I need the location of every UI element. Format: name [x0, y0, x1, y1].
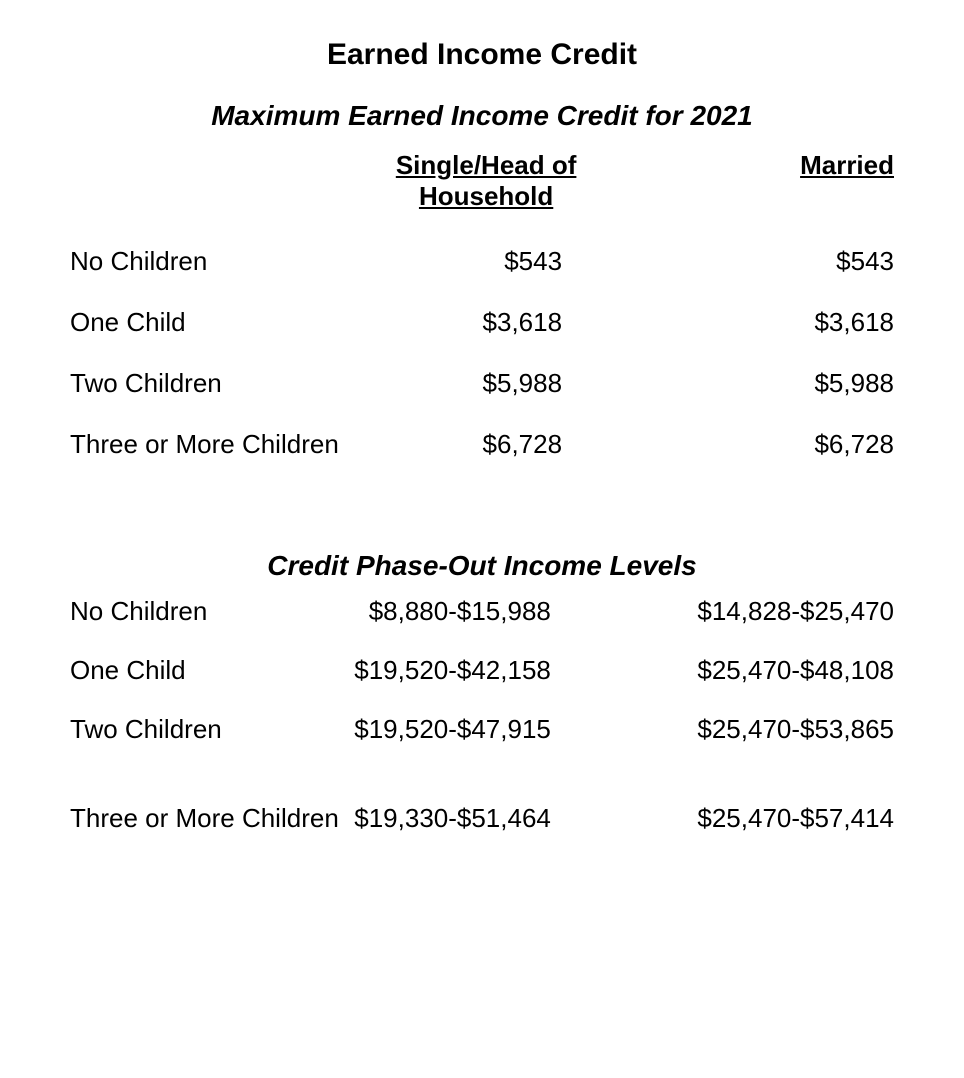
row-label: One Child	[70, 307, 350, 368]
row-label: Three or More Children	[70, 429, 350, 490]
table-row: Three or More Children $19,330-$51,464 $…	[70, 773, 894, 862]
table-row: Two Children $5,988 $5,988	[70, 368, 894, 429]
cell-single: $5,988	[350, 368, 622, 429]
max-credit-table: Single/Head of Household Married No Chil…	[70, 150, 894, 490]
row-label: One Child	[70, 655, 350, 714]
cell-married: $6,728	[622, 429, 894, 490]
cell-single: $543	[350, 246, 622, 307]
row-label: Three or More Children	[70, 773, 350, 862]
table-header-single: Single/Head of Household	[350, 150, 622, 246]
subtitle-phase-out: Credit Phase-Out Income Levels	[70, 550, 894, 582]
cell-married: $25,470-$57,414	[581, 773, 894, 862]
cell-single: $3,618	[350, 307, 622, 368]
cell-single: $8,880-$15,988	[350, 596, 581, 655]
table-row: Three or More Children $6,728 $6,728	[70, 429, 894, 490]
cell-single: $19,520-$47,915	[350, 714, 581, 773]
cell-married: $25,470-$53,865	[581, 714, 894, 773]
table-row: No Children $543 $543	[70, 246, 894, 307]
phase-out-table: No Children $8,880-$15,988 $14,828-$25,4…	[70, 596, 894, 862]
cell-married: $5,988	[622, 368, 894, 429]
table-row: No Children $8,880-$15,988 $14,828-$25,4…	[70, 596, 894, 655]
table-header-blank	[70, 150, 350, 246]
row-label: Two Children	[70, 368, 350, 429]
cell-single: $19,330-$51,464	[350, 773, 581, 862]
cell-married: $3,618	[622, 307, 894, 368]
table-header-married: Married	[622, 150, 894, 246]
table-row: One Child $19,520-$42,158 $25,470-$48,10…	[70, 655, 894, 714]
cell-married: $543	[622, 246, 894, 307]
page-title: Earned Income Credit	[70, 38, 894, 72]
cell-married: $14,828-$25,470	[581, 596, 894, 655]
row-label: No Children	[70, 246, 350, 307]
cell-married: $25,470-$48,108	[581, 655, 894, 714]
subtitle-max-credit: Maximum Earned Income Credit for 2021	[70, 100, 894, 132]
cell-single: $19,520-$42,158	[350, 655, 581, 714]
row-label: No Children	[70, 596, 350, 655]
row-label: Two Children	[70, 714, 350, 773]
table-row: Two Children $19,520-$47,915 $25,470-$53…	[70, 714, 894, 773]
table-row: One Child $3,618 $3,618	[70, 307, 894, 368]
cell-single: $6,728	[350, 429, 622, 490]
